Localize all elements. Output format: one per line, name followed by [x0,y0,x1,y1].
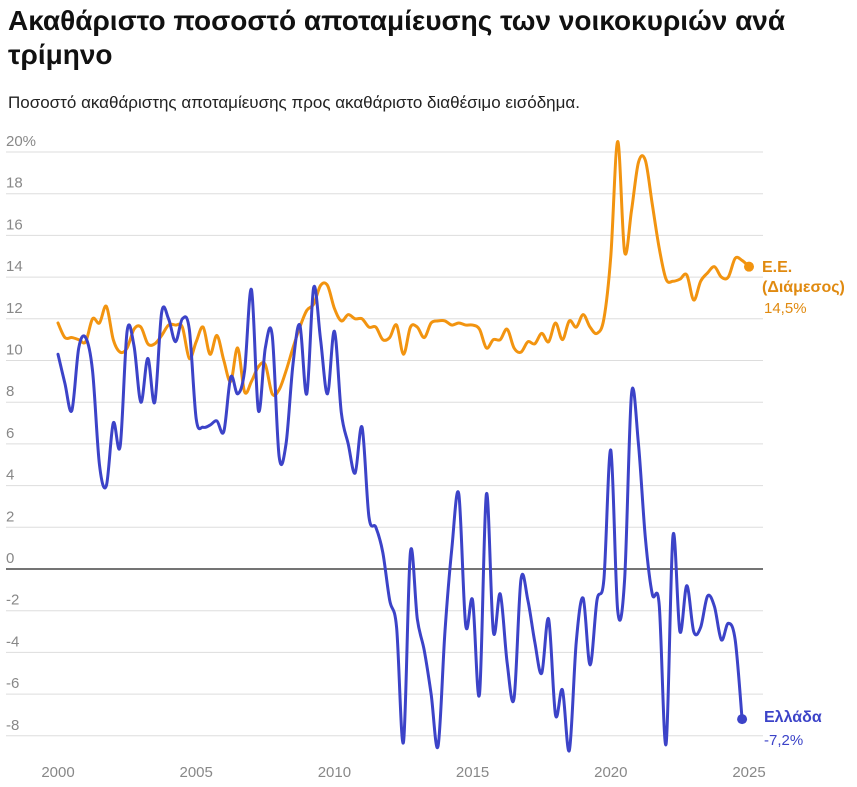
x-tick-label: 2005 [180,764,213,781]
series-line-greece [56,284,744,753]
y-tick-label: 2 [6,508,14,525]
series-label-eu-sub: (Διάμεσος) [762,279,845,296]
series-label-eu: Ε.Ε. [762,259,792,276]
series-end-dot-greece [737,714,748,725]
y-tick-label: 10 [6,342,23,359]
y-tick-label: -2 [6,592,19,609]
series-end-value-eu: 14,5% [764,300,807,317]
y-tick-label: 4 [6,467,14,484]
x-axis-ticks: 2000 2005 2010 2015 2020 2025 [41,764,765,781]
gridlines [6,151,763,737]
series-lines [56,140,751,753]
x-tick-label: 2010 [318,764,351,781]
y-tick-label: -8 [6,717,19,734]
x-tick-label: 2020 [594,764,627,781]
y-tick-label: 18 [6,175,23,192]
chart-title: Ακαθάριστο ποσοστό αποταμίευσης των νοικ… [8,5,786,70]
y-tick-label: 6 [6,425,14,442]
y-tick-label: 20% [6,133,36,150]
x-tick-label: 2000 [41,764,74,781]
y-tick-label: 16 [6,216,23,233]
series-line-eu-median [56,140,751,397]
chart-subtitle: Ποσοστό ακαθάριστης αποταμίευσης προς ακ… [8,93,580,112]
y-axis-ticks: 20% 18 16 14 12 10 8 6 4 2 0 -2 -4 -6 -8 [6,133,36,734]
series-label-greece: Ελλάδα [764,709,822,726]
y-tick-label: -6 [6,675,19,692]
y-tick-label: 8 [6,383,14,400]
y-tick-label: 12 [6,300,23,317]
y-tick-label: -4 [6,633,19,650]
y-tick-label: 0 [6,550,14,567]
series-labels: Ε.Ε. (Διάμεσος) 14,5% Ελλάδα -7,2% [737,259,845,749]
series-end-dot-eu [744,261,754,272]
series-end-value-greece: -7,2% [764,732,803,749]
y-tick-label: 14 [6,258,23,275]
x-tick-label: 2025 [732,764,765,781]
x-tick-label: 2015 [456,764,489,781]
